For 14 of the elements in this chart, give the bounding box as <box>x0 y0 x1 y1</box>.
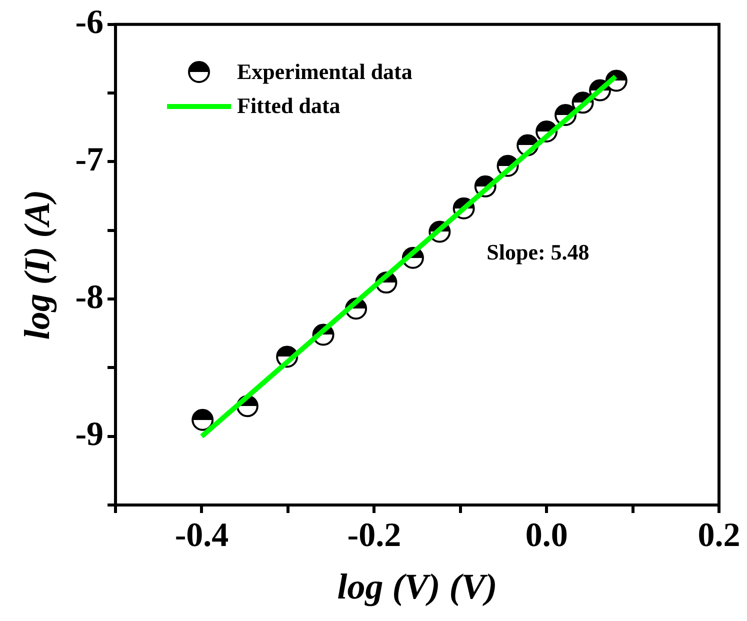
y-tick-label: -7 <box>75 141 104 178</box>
legend-label: Experimental data <box>237 59 412 85</box>
y-axis-title: log (I) (A) <box>16 190 57 340</box>
x-tick-label: 0.2 <box>698 517 740 554</box>
x-tick-label: -0.4 <box>174 517 229 554</box>
y-tick-label: -6 <box>75 4 104 42</box>
x-tick-label: -0.2 <box>347 517 402 554</box>
x-axis-title: log (V) (V) <box>337 566 498 607</box>
annotation: Slope: 5.48 <box>486 239 590 264</box>
legend-label: Fitted data <box>237 93 340 119</box>
point <box>192 408 214 431</box>
x-tick-label: 0.0 <box>525 517 568 554</box>
y-tick-label: -8 <box>75 278 104 316</box>
y-tick-label: -9 <box>75 416 104 454</box>
